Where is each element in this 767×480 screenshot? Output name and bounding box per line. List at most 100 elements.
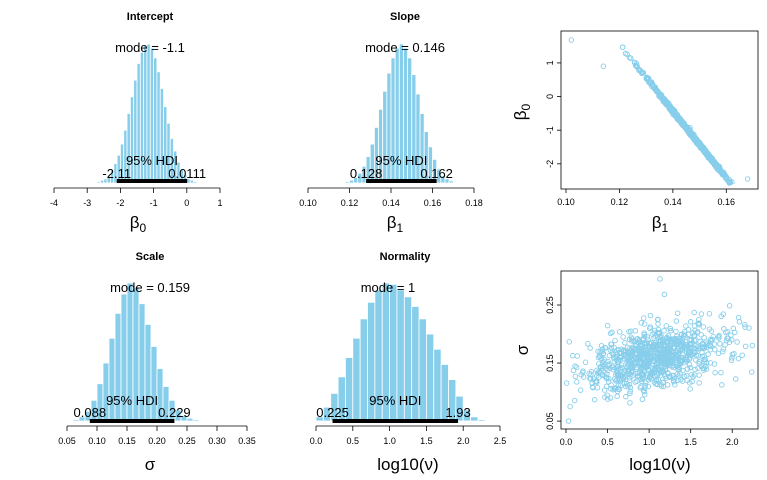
scatter2-point bbox=[645, 377, 652, 383]
slope-bar bbox=[382, 90, 388, 184]
normality-tick-label: 0.0 bbox=[310, 436, 323, 446]
scatter2-point bbox=[642, 382, 649, 389]
scatter2-point bbox=[664, 335, 670, 342]
scale-tick-label: 0.35 bbox=[238, 436, 256, 446]
scatter2-point bbox=[661, 291, 668, 298]
normality-tick-label: 1.5 bbox=[420, 436, 433, 446]
scatter2-point bbox=[640, 335, 647, 342]
scatter2-point bbox=[647, 312, 654, 319]
scatter2-point bbox=[654, 344, 660, 350]
scatter1-x-tick-label: 0.10 bbox=[557, 197, 575, 207]
scatter1-x-ticks: 0.10 0.12 0.14 0.16 bbox=[557, 189, 735, 207]
scatter1-x-tick-label: 0.16 bbox=[718, 197, 736, 207]
scatter2-point bbox=[705, 351, 711, 357]
scatter2-point bbox=[615, 359, 622, 365]
scatter1-points bbox=[568, 37, 751, 186]
scatter1-point bbox=[624, 51, 630, 58]
scatter2-point bbox=[691, 345, 697, 352]
scatter2-point bbox=[678, 359, 685, 365]
intercept-bar bbox=[193, 181, 198, 184]
scatter2-point bbox=[698, 332, 704, 338]
scatter2-point bbox=[728, 357, 735, 363]
scatter2-point bbox=[657, 333, 663, 339]
scatter2-point bbox=[684, 366, 691, 372]
scatter1-x-tick-label: 0.12 bbox=[611, 197, 629, 207]
slope-ticks: 0.10 0.12 0.14 0.16 0.18 bbox=[299, 188, 483, 208]
scatter2-point bbox=[610, 386, 616, 393]
scatter2-point bbox=[696, 320, 702, 327]
scatter2-point bbox=[693, 352, 700, 358]
scatter2-point bbox=[616, 377, 622, 384]
scatter2-y-tick-label: 0.25 bbox=[545, 296, 555, 314]
scatter2-point bbox=[692, 366, 698, 373]
scatter2-point bbox=[639, 396, 646, 403]
intercept-tick-label: -4 bbox=[50, 198, 58, 208]
scatter2-point bbox=[577, 387, 584, 393]
slope-tick-label: 0.18 bbox=[465, 198, 483, 208]
scatter2-point bbox=[708, 343, 714, 350]
intercept-title: Intercept bbox=[127, 11, 174, 23]
normality-mode-label: mode = 1 bbox=[361, 280, 416, 295]
scatter2-point bbox=[606, 375, 612, 382]
scatter2-point bbox=[657, 337, 664, 343]
scatter2-point bbox=[663, 323, 670, 329]
scatter2-point bbox=[661, 327, 667, 334]
slope-hdi-high: 0.162 bbox=[420, 166, 453, 181]
scatter2-point bbox=[648, 370, 655, 376]
scatter1-point bbox=[674, 115, 680, 121]
scatter2-point bbox=[636, 354, 643, 361]
scatter2-point bbox=[652, 350, 659, 357]
scatter2-point bbox=[667, 325, 674, 332]
scatter1-frame bbox=[560, 30, 759, 190]
scatter2-point bbox=[669, 372, 675, 379]
scale-histogram-panel: Scale 0.05 0.10 0.15 0.20 0.25 0.30 0.35 mode … bbox=[58, 251, 256, 474]
scatter2-point bbox=[639, 351, 646, 358]
scatter2-point bbox=[613, 353, 619, 360]
scatter2-point bbox=[645, 383, 652, 390]
scatter2-point bbox=[686, 361, 693, 368]
scatter1-y-ticks: -2 -1 0 1 bbox=[545, 60, 561, 168]
scatter2-point bbox=[662, 351, 669, 357]
scatter2-y-tick-label: 0.05 bbox=[545, 412, 555, 430]
scatter2-point bbox=[587, 375, 593, 382]
scatter2-point bbox=[627, 390, 633, 397]
scatter2-point bbox=[641, 365, 648, 371]
scatter2-point bbox=[629, 367, 635, 374]
scatter1-point bbox=[659, 94, 665, 100]
scatter1-point bbox=[720, 171, 726, 178]
scatter2-point bbox=[686, 336, 693, 343]
slope-hdi-low: 0.128 bbox=[350, 166, 383, 181]
normality-hdi-high: 1.93 bbox=[445, 405, 470, 420]
scatter1-y-tick-label: -1 bbox=[545, 126, 555, 134]
scatter2-point bbox=[699, 349, 705, 356]
scatter2-point bbox=[598, 343, 605, 349]
scatter1-x-tick-label: 0.14 bbox=[664, 197, 682, 207]
beta0-vs-beta1-scatter-panel: 0.10 0.12 0.14 0.16 -2 -1 0 1 β1 β0 bbox=[511, 30, 759, 235]
scatter2-point bbox=[698, 363, 705, 369]
scatter2-point bbox=[707, 346, 714, 353]
intercept-bar bbox=[159, 88, 164, 184]
scatter2-point bbox=[593, 373, 600, 379]
scatter2-point bbox=[687, 364, 694, 371]
scatter2-point bbox=[642, 379, 649, 386]
scatter2-point bbox=[686, 348, 692, 355]
scatter2-point bbox=[691, 309, 697, 316]
scale-hdi-label: 95% HDI bbox=[106, 393, 158, 408]
scatter2-point bbox=[703, 360, 710, 366]
scatter2-point bbox=[638, 376, 644, 383]
scatter2-point bbox=[657, 276, 663, 282]
scatter1-point bbox=[628, 55, 634, 62]
scatter2-point bbox=[718, 369, 724, 376]
scatter2-point bbox=[720, 348, 726, 355]
normality-bar bbox=[455, 395, 464, 422]
scatter2-point bbox=[671, 344, 678, 350]
scatter2-point bbox=[628, 338, 635, 344]
scatter2-point bbox=[656, 366, 662, 373]
scatter2-x-tick-label: 1.0 bbox=[643, 437, 656, 447]
scatter1-point bbox=[708, 156, 714, 163]
scatter2-point bbox=[700, 324, 707, 330]
scatter1-point bbox=[698, 142, 705, 149]
normality-tick-label: 0.5 bbox=[347, 436, 360, 446]
slope-title: Slope bbox=[390, 11, 420, 23]
scatter2-point bbox=[637, 385, 643, 391]
